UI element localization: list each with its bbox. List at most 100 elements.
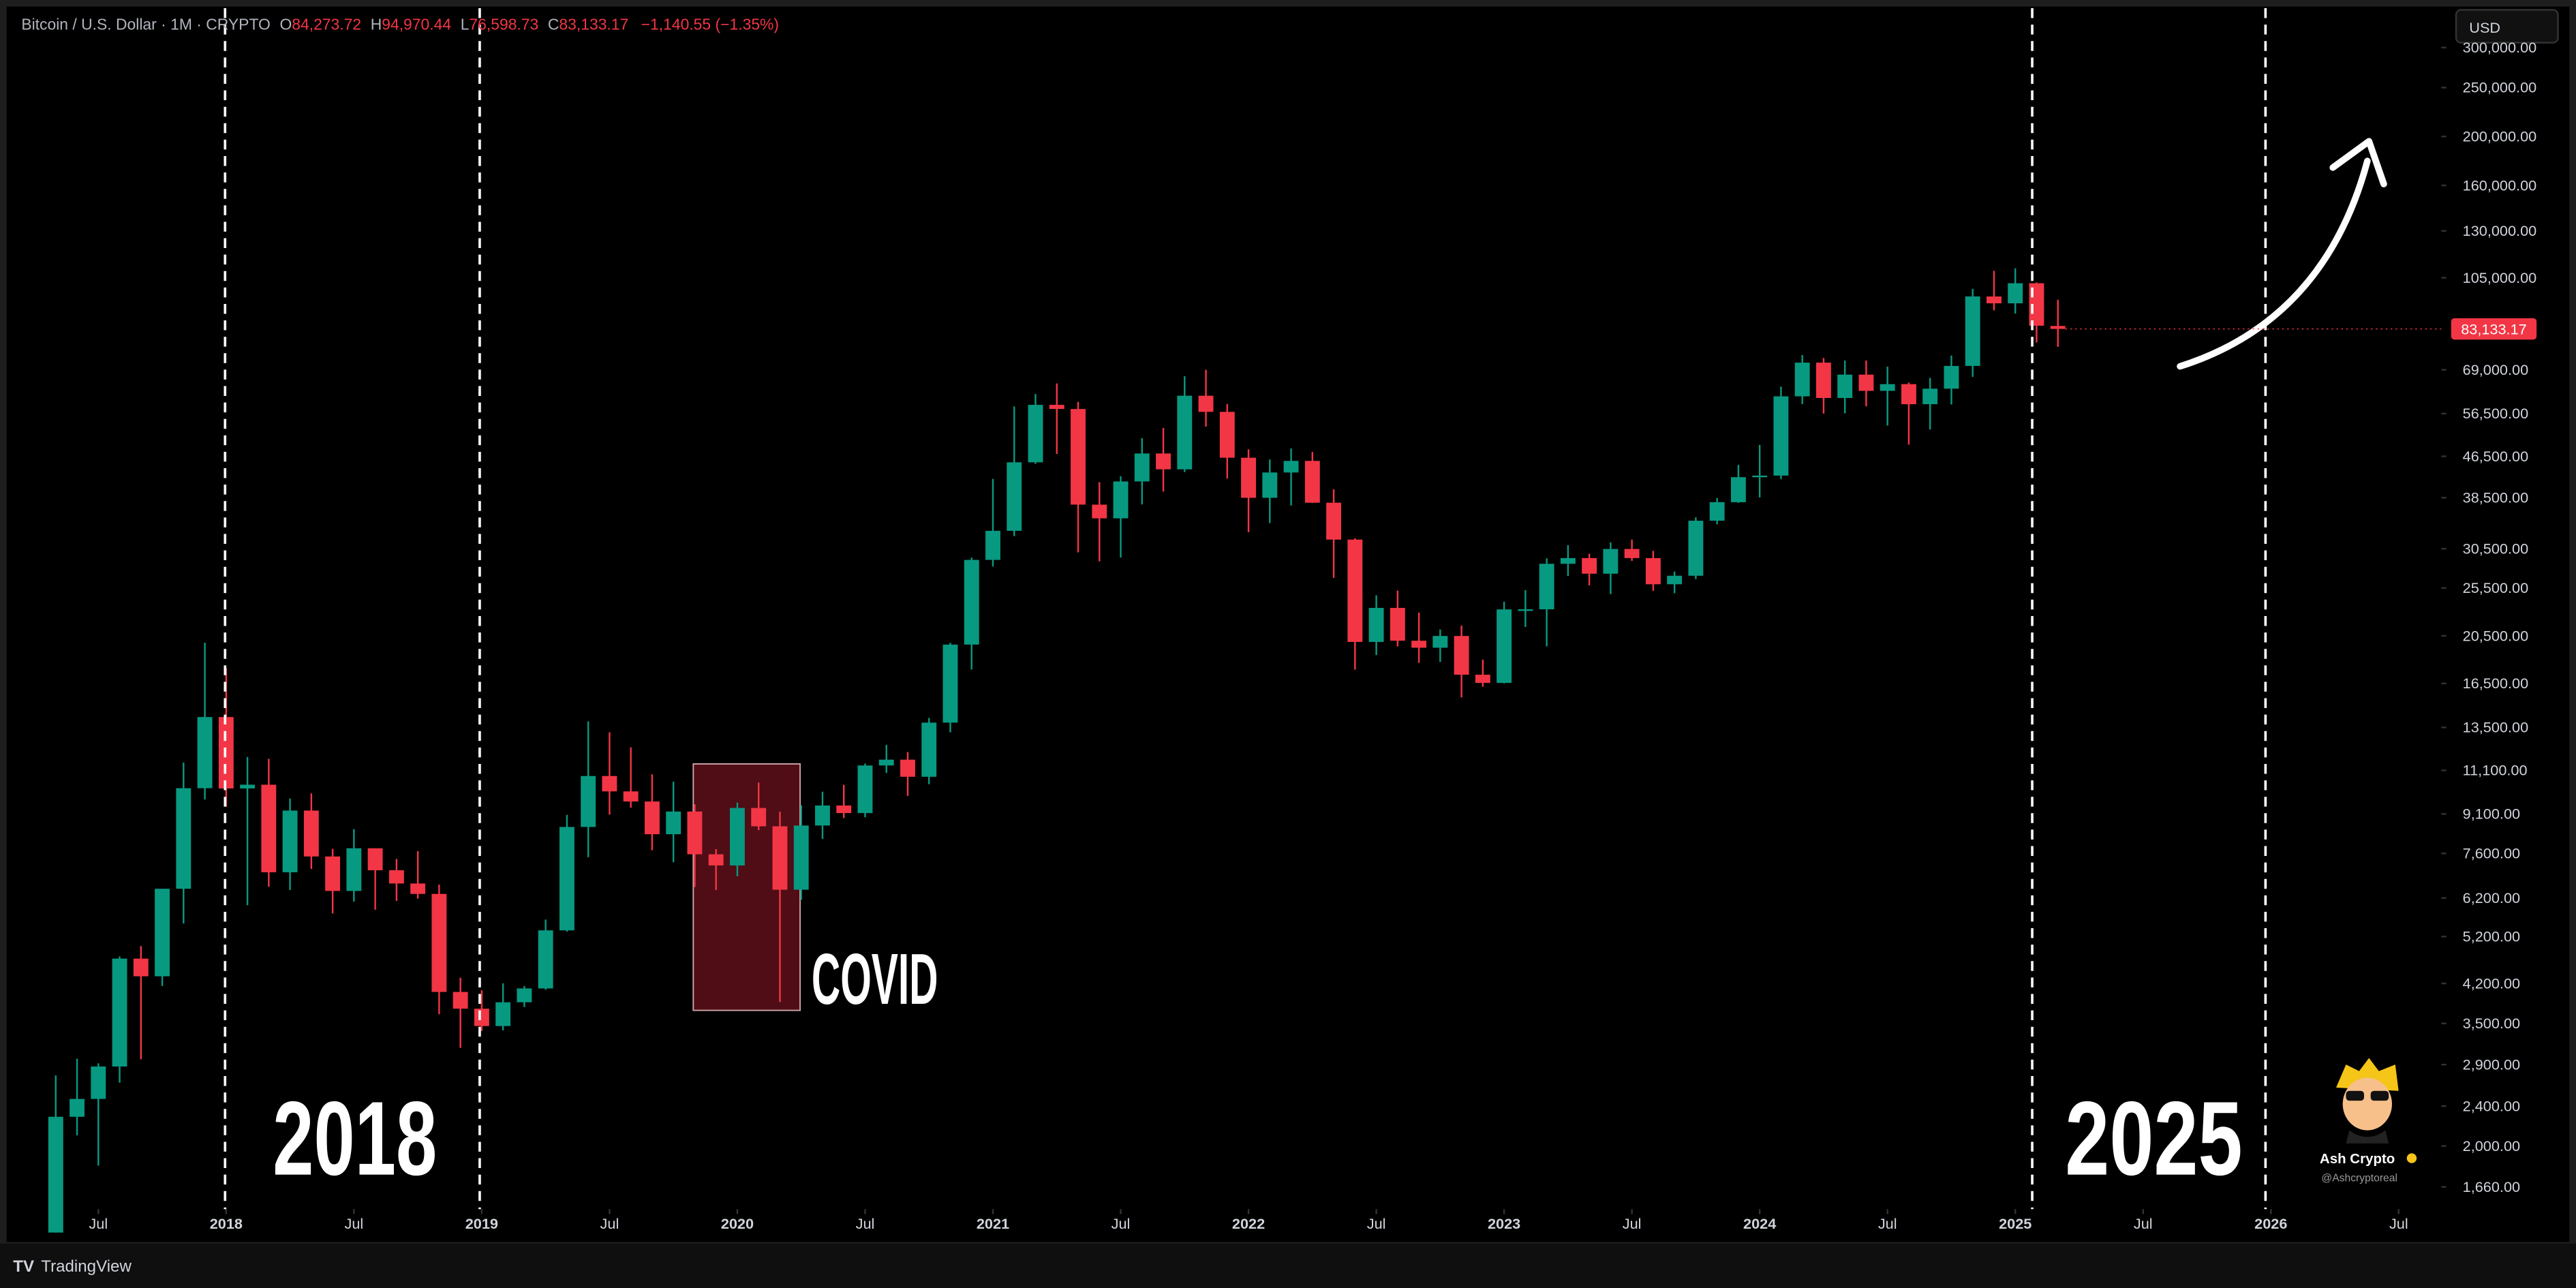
- header-letter: C: [548, 15, 559, 33]
- candle-body: [1624, 549, 1640, 558]
- candle-body: [964, 559, 979, 645]
- candle-body: [453, 992, 468, 1009]
- candle-body: [431, 893, 447, 992]
- verified-badge: [2406, 1153, 2417, 1163]
- candle-body: [1667, 575, 1683, 585]
- candle-body: [388, 870, 404, 884]
- candle-body: [559, 827, 574, 931]
- candle-body: [836, 806, 852, 814]
- plot-background: [6, 6, 2570, 1242]
- avatar-hair: [2336, 1058, 2399, 1091]
- candle-body: [815, 806, 830, 826]
- candle-body: [495, 1002, 511, 1026]
- candle-body: [1922, 388, 1938, 405]
- x-tick-label: 2018: [210, 1215, 243, 1232]
- candle-body: [1347, 539, 1363, 642]
- candle-body: [1028, 405, 1043, 463]
- x-tick-label: 2023: [1488, 1215, 1520, 1232]
- x-tick-label: 2026: [2254, 1215, 2287, 1232]
- marks: [97, 46, 2447, 1214]
- y-tick-label: 300,000.00: [2463, 39, 2537, 56]
- candle-body: [1794, 363, 1810, 397]
- candle-body: [1071, 409, 1086, 505]
- x-tick-label: Jul: [89, 1215, 108, 1232]
- candle-body: [1603, 549, 1619, 574]
- currency-button[interactable]: [2455, 9, 2559, 44]
- x-tick-label: Jul: [1111, 1215, 1131, 1232]
- candle-body: [878, 759, 894, 766]
- candle-body: [1752, 475, 1768, 478]
- y-tick-label: 2,900.00: [2463, 1056, 2520, 1073]
- candles: [48, 268, 2066, 1233]
- y-tick-label: 56,500.00: [2463, 405, 2528, 422]
- x-tick-label: 2019: [465, 1215, 498, 1232]
- header-letter: L: [461, 15, 470, 33]
- candle-body: [1518, 609, 1533, 611]
- y-tick-label: 105,000.00: [2463, 269, 2537, 286]
- candle-body: [730, 808, 745, 865]
- candle-body: [1262, 472, 1278, 498]
- watermark-name: Ash Crypto: [2320, 1151, 2395, 1167]
- x-tick-label: Jul: [856, 1215, 875, 1232]
- annotation-2025: 2025: [2065, 1079, 2242, 1197]
- candle-body: [751, 808, 767, 827]
- y-tick-label: 6,200.00: [2463, 889, 2520, 906]
- x-tick-label: Jul: [2389, 1215, 2408, 1232]
- candle-body: [1092, 504, 1107, 519]
- candle-body: [1326, 502, 1342, 540]
- candle-body: [1113, 481, 1129, 519]
- candle-body: [155, 889, 170, 977]
- candle-body: [1219, 412, 1235, 458]
- x-tick-label: Jul: [344, 1215, 363, 1232]
- y-tick-label: 2,000.00: [2463, 1137, 2520, 1154]
- candle-body: [2008, 283, 2023, 304]
- x-tick-label: 2021: [977, 1215, 1009, 1232]
- candle-body: [708, 854, 724, 865]
- x-tick-label: 2025: [1999, 1215, 2031, 1232]
- candle-body: [1539, 564, 1554, 610]
- last-price-tag: [2451, 318, 2537, 340]
- candle-body: [1560, 557, 1576, 564]
- brand-name: TradingView: [41, 1257, 132, 1276]
- candle-body: [240, 784, 256, 788]
- candle-body: [985, 530, 1000, 560]
- avatar-glasses: [2346, 1090, 2365, 1101]
- candle-body: [1368, 608, 1384, 642]
- candle-body: [1987, 296, 2002, 304]
- candle-body: [1304, 461, 1320, 503]
- candle-body: [303, 810, 319, 857]
- avatar: [2336, 1058, 2399, 1144]
- candle-body: [1837, 374, 1853, 398]
- y-tick-label: 160,000.00: [2463, 177, 2537, 194]
- y-tick-label: 46,500.00: [2463, 448, 2528, 465]
- candle-body: [772, 826, 788, 890]
- candle-body: [1475, 675, 1490, 684]
- currency-label[interactable]: USD: [2469, 19, 2500, 36]
- candle-body: [70, 1099, 85, 1117]
- candle-body: [517, 988, 532, 1002]
- y-tick-label: 130,000.00: [2463, 222, 2537, 239]
- candle-body: [474, 1009, 489, 1026]
- candle-body: [1283, 461, 1299, 473]
- y-tick-label: 16,500.00: [2463, 675, 2528, 692]
- candle-body: [857, 765, 873, 814]
- candle-body: [942, 644, 958, 723]
- x-tick-label: 2020: [721, 1215, 754, 1232]
- header-title: Bitcoin / U.S. Dollar · 1M · CRYPTO: [21, 15, 270, 33]
- y-tick-label: 1,660.00: [2463, 1178, 2520, 1195]
- candle-body: [666, 811, 681, 835]
- candle-body: [1007, 462, 1022, 531]
- x-tick-label: Jul: [600, 1215, 619, 1232]
- candle-body: [538, 930, 553, 989]
- candle-body: [346, 848, 362, 891]
- last-price-label: 83,133.17: [2461, 320, 2526, 337]
- x-tick-label: Jul: [2134, 1215, 2153, 1232]
- candle-body: [1241, 457, 1256, 498]
- dashed-lines: [224, 8, 2267, 1210]
- candle-body: [1645, 557, 1661, 585]
- header-letter: H: [371, 15, 382, 33]
- candle-body: [1049, 405, 1064, 410]
- footer-bar: [0, 1243, 2576, 1288]
- candle-body: [1198, 395, 1214, 412]
